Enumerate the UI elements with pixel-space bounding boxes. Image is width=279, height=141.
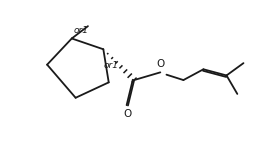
Text: or1: or1 [74, 26, 89, 35]
Text: O: O [156, 59, 164, 69]
Text: or1: or1 [103, 61, 118, 70]
Text: O: O [124, 109, 132, 119]
